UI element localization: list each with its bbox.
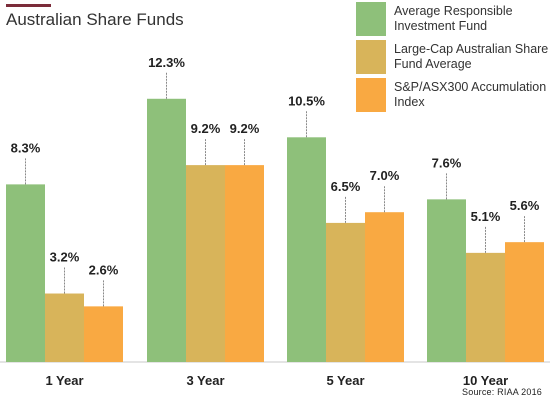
data-label: 5.6% <box>510 198 540 213</box>
legend-swatch-green <box>356 2 386 36</box>
data-label: 6.5% <box>331 179 361 194</box>
category-label: 10 Year <box>463 373 508 388</box>
legend-swatch-orange <box>356 78 386 112</box>
data-label: 8.3% <box>11 140 41 155</box>
bar-5-year-series-1 <box>287 137 326 362</box>
legend-item-responsible-fund: Average Responsible Investment Fund <box>356 2 550 39</box>
legend: Average Responsible Investment Fund Larg… <box>356 2 550 116</box>
data-label: 7.6% <box>432 155 462 170</box>
data-label: 7.0% <box>370 168 400 183</box>
category-label: 3 Year <box>186 373 224 388</box>
bar-3-year-series-3 <box>225 165 264 362</box>
category-label: 1 Year <box>45 373 83 388</box>
bar-5-year-series-3 <box>365 212 404 362</box>
bar-3-year-series-1 <box>147 98 186 362</box>
bar-1-year-series-2 <box>45 293 84 362</box>
legend-item-asx300-index: S&P/ASX300 Accumulation Index <box>356 78 550 115</box>
source-note: Source: RIAA 2016 <box>462 387 542 397</box>
data-label: 10.5% <box>288 93 325 108</box>
title-accent-bar <box>6 4 51 7</box>
data-label: 2.6% <box>89 262 119 277</box>
bar-1-year-series-3 <box>84 306 123 362</box>
data-label: 9.2% <box>230 121 260 136</box>
category-label: 5 Year <box>326 373 364 388</box>
bar-3-year-series-2 <box>186 165 225 362</box>
data-label: 3.2% <box>50 250 80 265</box>
bar-1-year-series-1 <box>6 184 45 362</box>
data-label: 9.2% <box>191 121 221 136</box>
data-label: 12.3% <box>148 55 185 70</box>
bar-10-year-series-3 <box>505 242 544 362</box>
legend-label: S&P/ASX300 Accumulation Index <box>394 80 547 109</box>
legend-swatch-gold <box>356 40 386 74</box>
bar-10-year-series-1 <box>427 199 466 362</box>
bar-10-year-series-2 <box>466 252 505 362</box>
chart-title: Australian Share Funds <box>6 10 184 29</box>
legend-label: Large-Cap Australian Share Fund Average <box>394 42 549 71</box>
legend-label: Average Responsible Investment Fund <box>394 4 513 33</box>
data-label: 5.1% <box>471 209 501 224</box>
bar-5-year-series-2 <box>326 222 365 362</box>
legend-item-large-cap-average: Large-Cap Australian Share Fund Average <box>356 40 550 77</box>
